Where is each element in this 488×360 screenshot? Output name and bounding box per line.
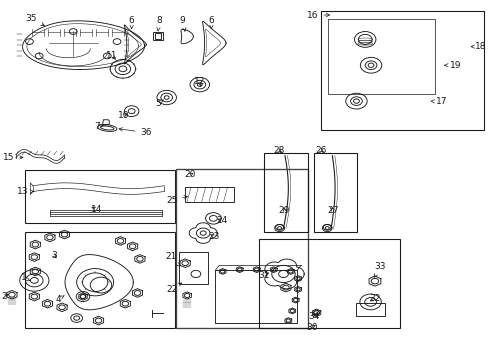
Text: 1: 1 <box>20 273 30 282</box>
Text: 12: 12 <box>194 77 205 86</box>
Text: 15: 15 <box>3 153 23 162</box>
Text: 26: 26 <box>315 146 326 155</box>
Bar <box>313 153 357 232</box>
Text: 6: 6 <box>128 16 134 29</box>
Text: 33: 33 <box>373 262 385 277</box>
Text: 18: 18 <box>470 42 486 51</box>
Bar <box>185 187 233 202</box>
Bar <box>24 231 175 328</box>
Text: 36: 36 <box>119 128 152 137</box>
Bar <box>259 239 400 328</box>
Text: 8: 8 <box>156 16 162 31</box>
Text: 9: 9 <box>180 16 185 31</box>
Text: 34: 34 <box>308 312 319 321</box>
Bar <box>215 270 297 323</box>
Bar <box>356 303 384 316</box>
Text: 5: 5 <box>155 99 163 108</box>
Text: 2: 2 <box>1 292 8 301</box>
Text: 25: 25 <box>165 195 187 204</box>
Text: 14: 14 <box>91 205 102 214</box>
Bar <box>176 169 307 328</box>
Bar <box>24 170 175 223</box>
Text: 30: 30 <box>305 323 317 332</box>
Text: 10: 10 <box>118 111 129 120</box>
Bar <box>153 32 163 40</box>
Bar <box>321 12 484 130</box>
Text: 24: 24 <box>216 216 227 225</box>
Text: 4: 4 <box>56 294 64 303</box>
Text: 13: 13 <box>17 187 34 196</box>
Text: 16: 16 <box>306 10 329 19</box>
Text: 19: 19 <box>444 61 461 70</box>
Text: 11: 11 <box>106 51 118 60</box>
Text: 35: 35 <box>25 14 44 26</box>
Text: 20: 20 <box>184 171 195 180</box>
Bar <box>264 153 307 232</box>
Text: 3: 3 <box>51 251 57 260</box>
Text: 21: 21 <box>164 252 180 266</box>
Text: 31: 31 <box>258 270 269 279</box>
Text: 7: 7 <box>95 122 103 131</box>
Text: 6: 6 <box>208 16 214 29</box>
Text: 23: 23 <box>208 232 220 241</box>
Bar <box>327 19 434 94</box>
Text: 32: 32 <box>368 294 380 303</box>
Text: 28: 28 <box>272 146 284 155</box>
Text: 22: 22 <box>165 283 181 293</box>
Bar <box>154 33 161 39</box>
Text: 27: 27 <box>327 206 338 215</box>
Text: 29: 29 <box>278 206 289 215</box>
Text: 17: 17 <box>430 97 447 106</box>
Bar <box>179 252 207 284</box>
